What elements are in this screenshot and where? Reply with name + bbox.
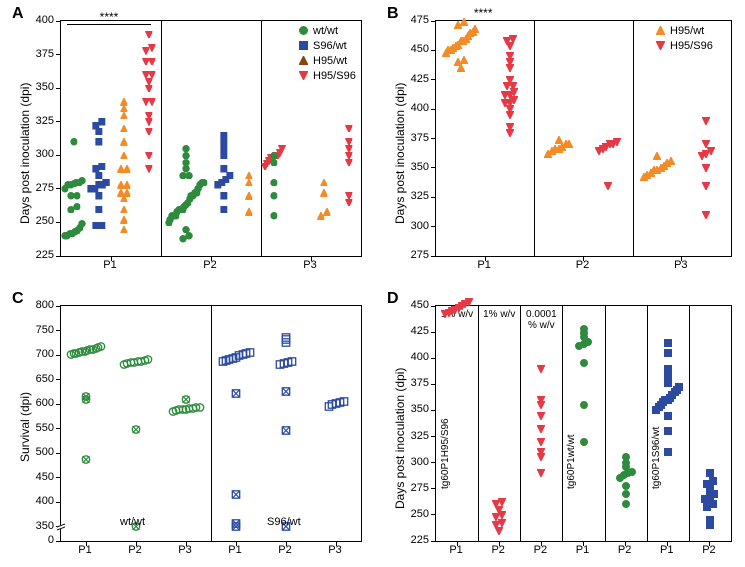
figure: A****wt/wtS96/wtH95/wtH95/S9622525027530…: [0, 0, 745, 567]
